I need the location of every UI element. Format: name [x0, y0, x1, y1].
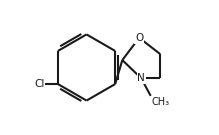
Text: CH₃: CH₃ [151, 97, 170, 107]
Text: O: O [135, 33, 143, 43]
Text: N: N [137, 73, 145, 83]
Text: Cl: Cl [34, 79, 44, 89]
